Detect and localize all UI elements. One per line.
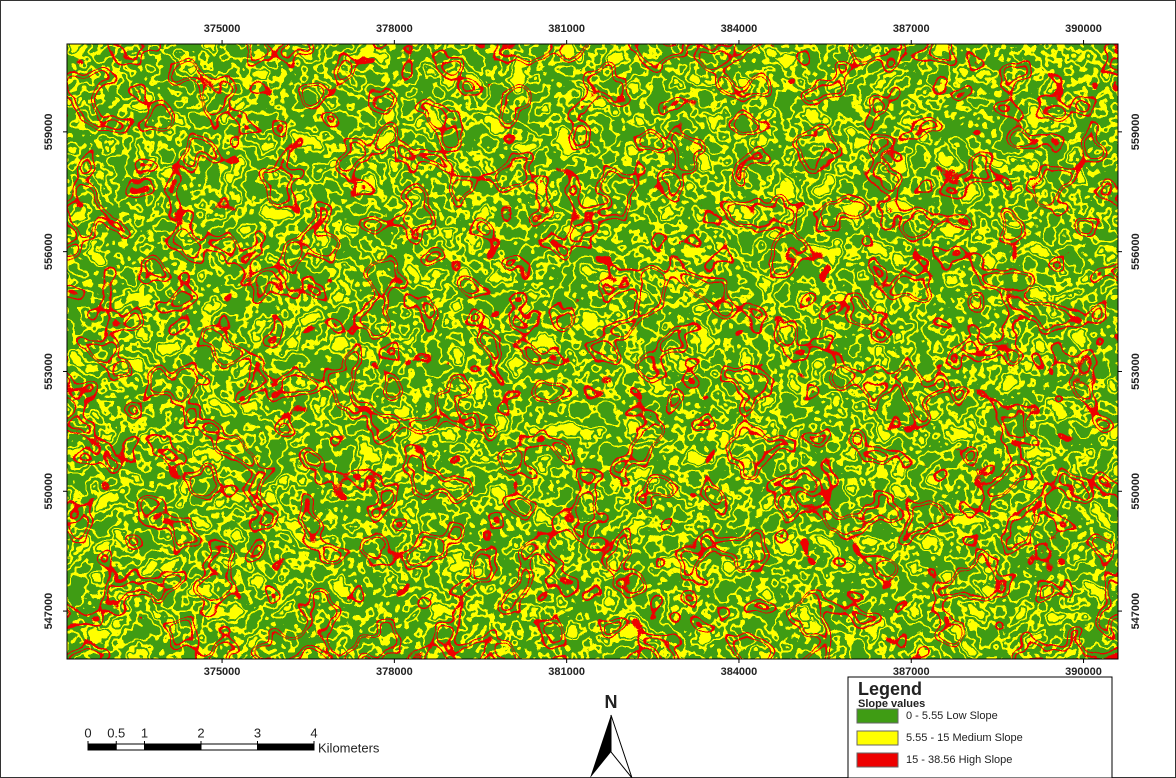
legend-swatch [857, 709, 898, 723]
legend-subtitle: Slope values [858, 698, 925, 710]
north-arrow: N [590, 692, 632, 778]
y-tick-label-left: 547000 [43, 593, 55, 630]
x-tick-label-bottom: 387000 [893, 666, 930, 678]
x-tick-label-bottom: 390000 [1065, 666, 1102, 678]
scale-label: 0 [84, 725, 91, 740]
x-tick-label-bottom: 375000 [204, 666, 241, 678]
legend-label: 15 - 38.56 High Slope [906, 754, 1012, 766]
y-tick-label-right: 559000 [1130, 113, 1142, 150]
scale-segment [201, 744, 258, 750]
x-tick-label-top: 378000 [376, 23, 413, 35]
north-arrow-right [611, 715, 632, 778]
legend-label: 5.55 - 15 Medium Slope [906, 732, 1023, 744]
scale-segment [258, 744, 315, 750]
scale-label: 2 [197, 725, 204, 740]
scale-segment [145, 744, 202, 750]
legend-title: Legend [858, 679, 922, 699]
x-tick-label-top: 390000 [1065, 23, 1102, 35]
north-label: N [605, 692, 618, 712]
map-page: N Legend Slope values 375000 375000 378000… [0, 0, 1176, 778]
slope-raster [67, 44, 1118, 659]
scale-unit: Kilometers [318, 740, 380, 755]
legend-swatch [857, 753, 898, 767]
y-tick-label-right: 553000 [1130, 353, 1142, 390]
y-tick-label-left: 559000 [43, 113, 55, 150]
scale-label: 4 [310, 725, 317, 740]
y-tick-label-right: 550000 [1130, 473, 1142, 510]
y-tick-label-left: 556000 [43, 233, 55, 270]
y-tick-label-left: 553000 [43, 353, 55, 390]
x-tick-label-bottom: 384000 [721, 666, 758, 678]
scale-label: 1 [141, 725, 148, 740]
scale-segment [88, 744, 116, 750]
x-tick-label-top: 384000 [721, 23, 758, 35]
legend-swatch [857, 731, 898, 745]
x-tick-label-bottom: 378000 [376, 666, 413, 678]
scale-label: 3 [254, 725, 261, 740]
x-tick-label-bottom: 381000 [548, 666, 585, 678]
x-tick-label-top: 375000 [204, 23, 241, 35]
scale-segment [116, 744, 144, 750]
y-tick-label-right: 556000 [1130, 233, 1142, 270]
y-tick-label-right: 547000 [1130, 593, 1142, 630]
north-arrow-left [590, 715, 611, 778]
y-tick-label-left: 550000 [43, 473, 55, 510]
high-slope-layer [67, 44, 1118, 659]
x-tick-label-top: 381000 [548, 23, 585, 35]
legend-label: 0 - 5.55 Low Slope [906, 710, 998, 722]
x-tick-label-top: 387000 [893, 23, 930, 35]
scale-label: 0.5 [107, 725, 125, 740]
